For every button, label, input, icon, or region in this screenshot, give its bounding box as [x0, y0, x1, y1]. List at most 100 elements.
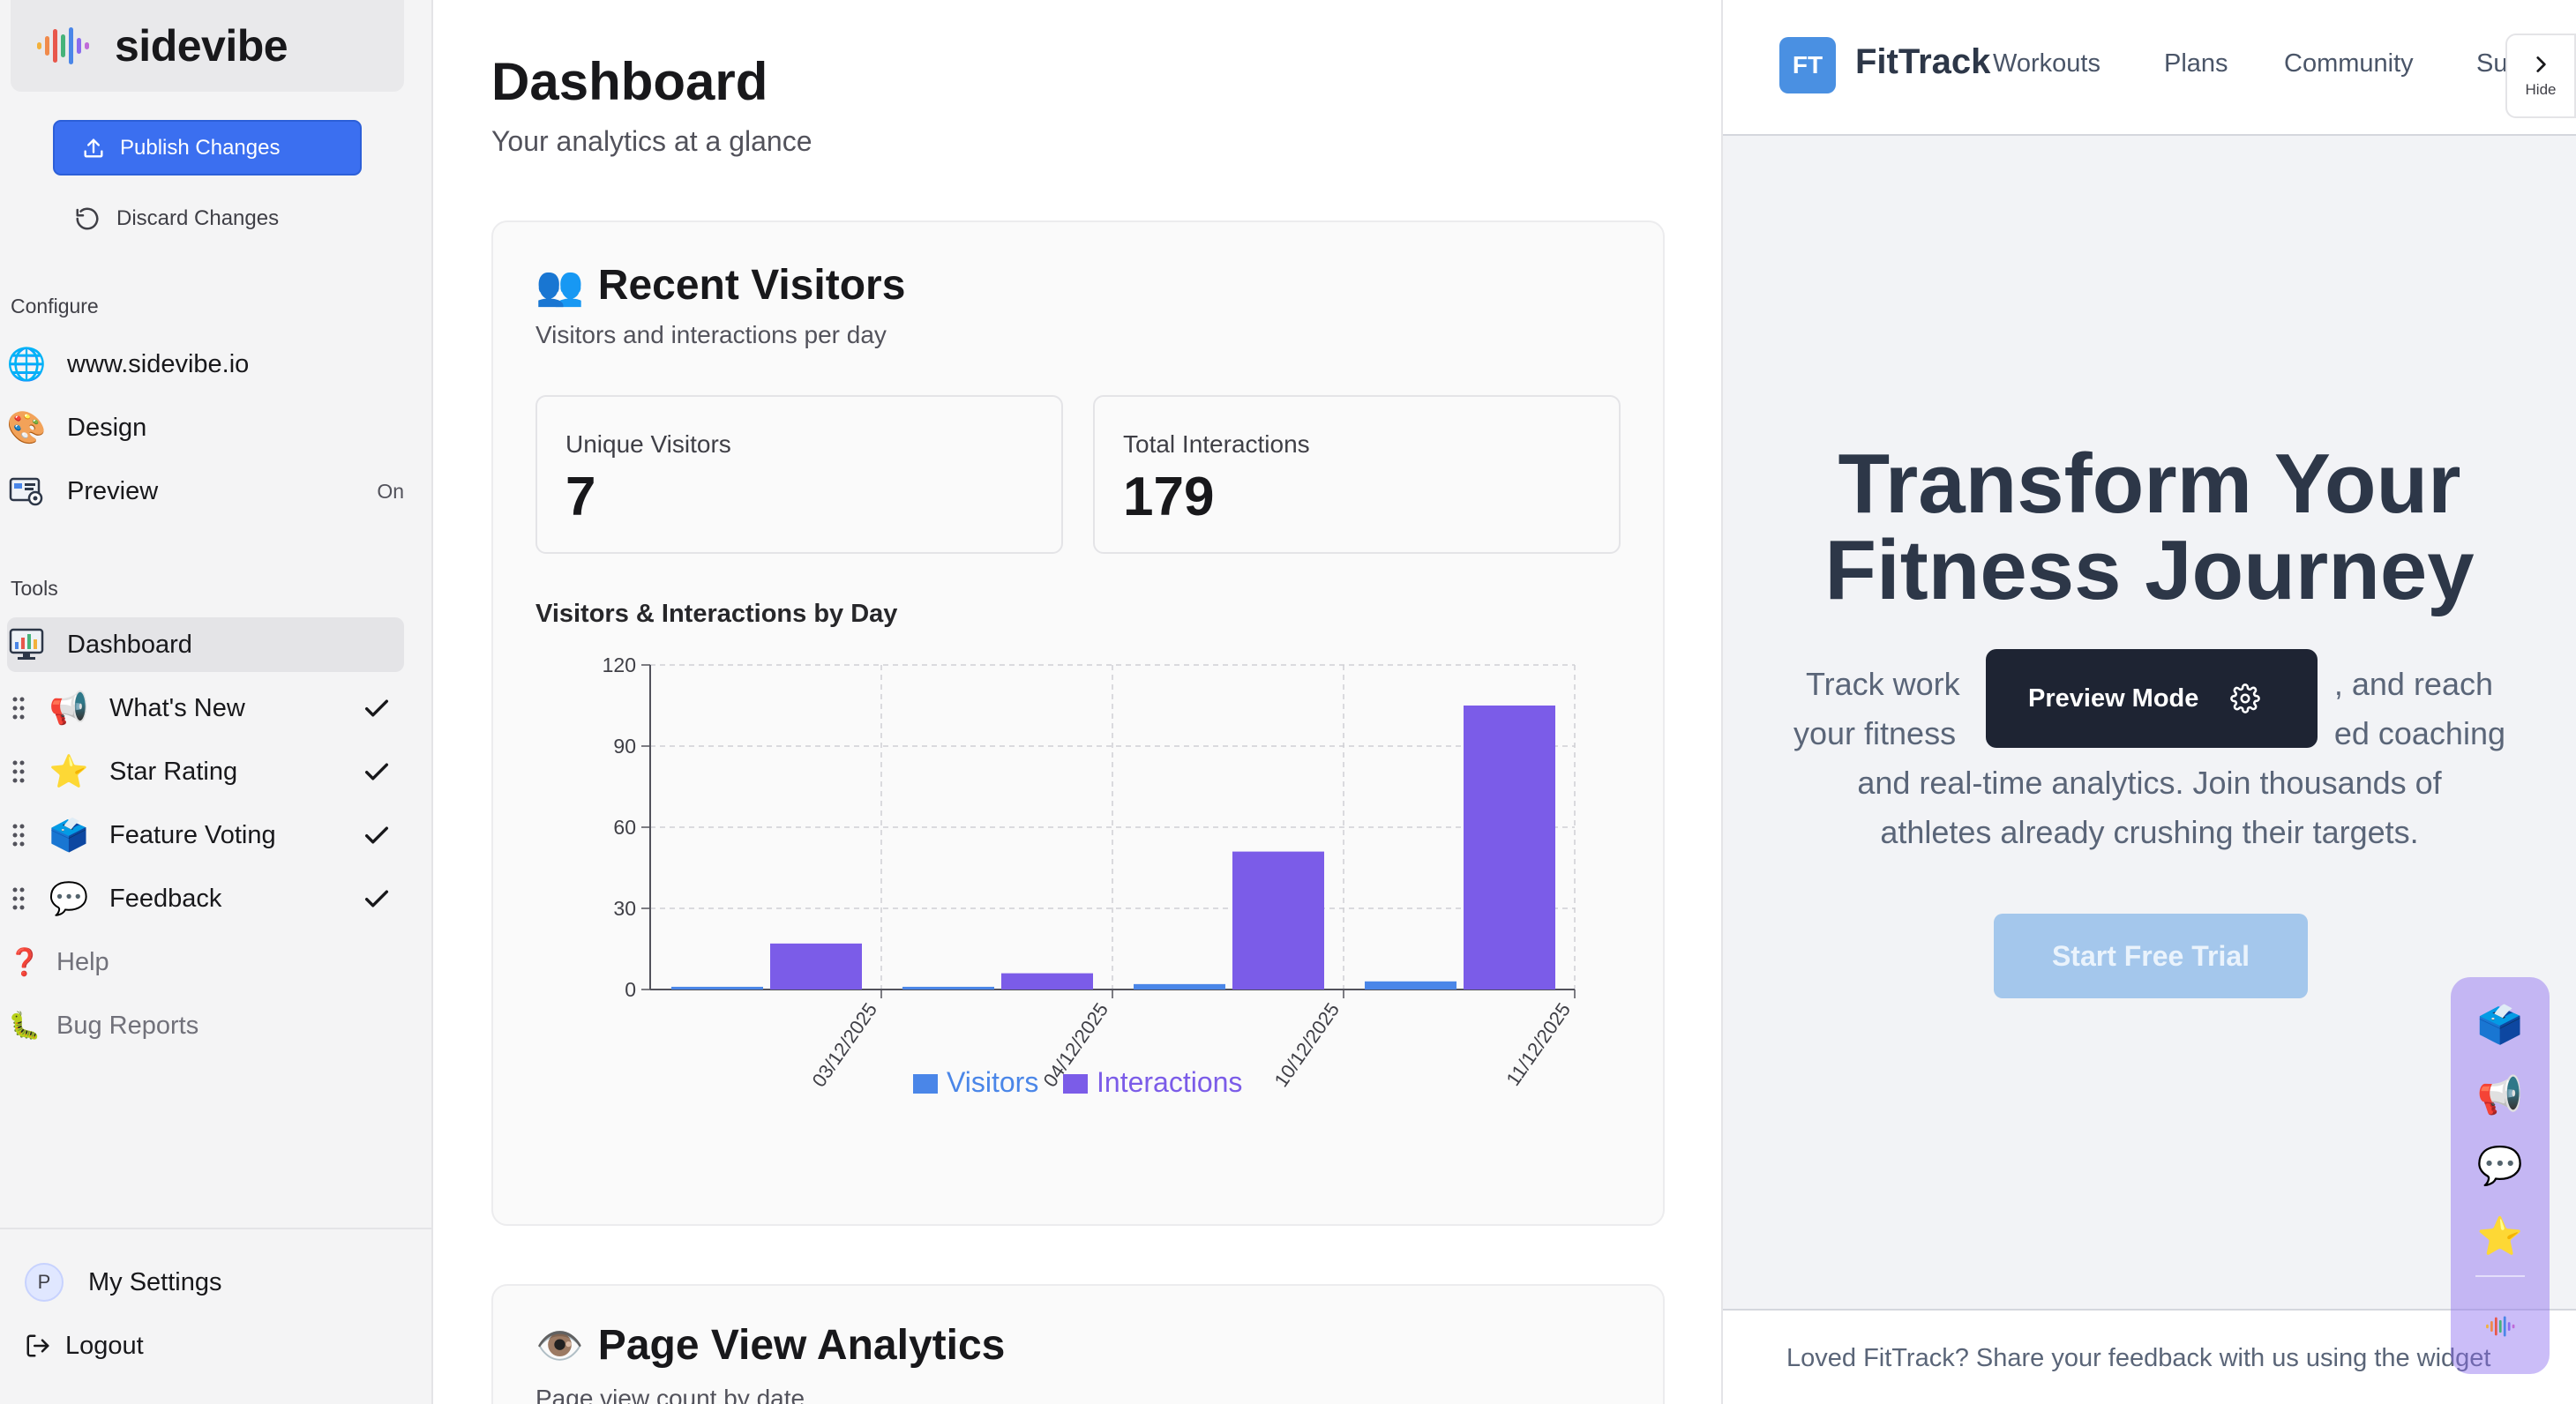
page-view-analytics-subtitle: Page view count by date — [535, 1385, 805, 1404]
hero-text-fragment: ed coaching — [2333, 715, 2505, 751]
y-tick-label: 90 — [613, 735, 636, 758]
sidebar-item-label: Help — [56, 947, 109, 976]
site-nav-community[interactable]: Community — [2284, 49, 2414, 78]
hero-text-fragment: Track work — [1806, 666, 1960, 702]
publish-changes-button[interactable]: Publish Changes — [53, 120, 362, 176]
bar-interactions — [770, 943, 862, 990]
hero-title-line: Transform Your — [1838, 437, 2461, 531]
sidebar-item-star-rating[interactable]: ⭐ Star Rating — [7, 744, 404, 799]
sidebar-item-label: Design — [67, 413, 147, 442]
page-title: Dashboard — [491, 52, 768, 111]
sidebar-item-whats-new[interactable]: 📢 What's New — [7, 681, 404, 736]
dashboard-icon — [7, 625, 46, 664]
bar-visitors — [671, 986, 763, 990]
sidebar-item-feedback[interactable]: 💬 Feedback — [7, 871, 404, 926]
people-icon: 👥 — [535, 264, 584, 308]
legend-swatch — [913, 1074, 938, 1094]
discard-changes-button[interactable]: Discard Changes — [74, 201, 279, 236]
site-nav-plans[interactable]: Plans — [2164, 49, 2228, 78]
undo-icon — [76, 207, 99, 230]
stat-value: 7 — [565, 467, 596, 527]
bar-visitors — [1365, 981, 1456, 990]
fittrack-brand-name[interactable]: FitTrack — [1855, 42, 1991, 81]
hero-title-line: Fitness Journey — [1824, 523, 2475, 617]
sidebar-item-design[interactable]: 🎨 Design — [7, 400, 404, 455]
drag-handle-icon[interactable] — [7, 760, 30, 783]
sidebar-item-label: What's New — [109, 693, 245, 722]
sidebar-item-label: Feedback — [109, 884, 222, 913]
hero-text-line: Track work , and reach — [1793, 660, 2505, 709]
y-tick-label: 0 — [625, 978, 636, 1001]
total-interactions-stat: Total Interactions 179 — [1093, 395, 1621, 554]
hero-text-line: athletes already crushing their targets. — [1880, 814, 2419, 850]
checkmark-icon — [364, 699, 389, 717]
logout-link[interactable]: Logout — [25, 1318, 395, 1373]
brand[interactable]: sidevibe — [11, 0, 404, 92]
preview-icon — [7, 472, 46, 511]
site-navbar: FT FitTrack Workouts Plans Community Su … — [1723, 0, 2576, 136]
avatar: P — [25, 1263, 64, 1302]
preview-mode-badge[interactable]: Preview Mode — [1986, 649, 2318, 748]
logout-label: Logout — [65, 1331, 144, 1360]
sidebar-item-label: Star Rating — [109, 757, 238, 786]
sidevibe-logo-icon — [37, 27, 89, 64]
y-tick-label: 30 — [613, 897, 636, 920]
preview-mode-label: Preview Mode — [2028, 683, 2199, 713]
site-footer: Loved FitTrack? Share your feedback with… — [1723, 1309, 2576, 1404]
hide-preview-button[interactable]: Hide — [2505, 34, 2576, 118]
start-free-trial-button[interactable]: Start Free Trial — [1994, 914, 2308, 998]
star-icon[interactable]: ⭐ — [2476, 1214, 2524, 1257]
speech-bubble-icon[interactable]: 💬 — [2476, 1144, 2524, 1186]
hero-title: Transform Your Fitness Journey — [1723, 441, 2576, 614]
configure-section-label: Configure — [11, 295, 99, 317]
checkmark-icon — [364, 890, 389, 907]
bug-icon: 🐛 — [8, 1011, 41, 1041]
my-settings-link[interactable]: P My Settings — [25, 1255, 395, 1310]
hero-description: Track work , and reach your fitness ed c… — [1793, 660, 2505, 857]
bar-interactions — [1001, 973, 1093, 990]
sidebar-item-preview[interactable]: Preview On — [7, 464, 404, 519]
legend-label: Visitors — [947, 1066, 1038, 1095]
hero-text-fragment: , and reach — [2333, 666, 2493, 702]
stat-label: Unique Visitors — [565, 430, 731, 458]
megaphone-icon[interactable]: 📢 — [2476, 1073, 2524, 1116]
question-icon: ❓ — [8, 947, 41, 977]
drag-handle-icon[interactable] — [7, 887, 30, 910]
feedback-widget-launcher: 🗳️ 📢 💬 ⭐ — [2451, 977, 2550, 1374]
fittrack-logo-badge[interactable]: FT — [1779, 37, 1836, 93]
sidebar-item-help[interactable]: ❓ Help — [7, 935, 404, 990]
unique-visitors-stat: Unique Visitors 7 — [535, 395, 1063, 554]
page-view-analytics-title: 👁️ Page View Analytics — [535, 1321, 1005, 1370]
megaphone-icon: 📢 — [49, 690, 89, 726]
sidebar-item-bug-reports[interactable]: 🐛 Bug Reports — [7, 998, 404, 1053]
globe-icon: 🌐 — [6, 346, 47, 382]
sidebar-item-website[interactable]: 🌐 www.sidevibe.io — [7, 337, 404, 392]
site-footer-text: Loved FitTrack? Share your feedback with… — [1786, 1344, 2491, 1372]
bar-interactions — [1464, 706, 1555, 990]
sidebar-footer-divider — [0, 1228, 431, 1229]
sidebar-item-dashboard[interactable]: Dashboard — [7, 617, 404, 672]
x-tick-label: 11/12/2025 — [1501, 999, 1575, 1090]
bar-visitors — [902, 986, 994, 990]
recent-visitors-title-text: Recent Visitors — [597, 262, 906, 309]
site-nav-truncated[interactable]: Su — [2476, 49, 2508, 78]
sidebar-item-feature-voting[interactable]: 🗳️ Feature Voting — [7, 808, 404, 863]
sidebar-item-label: www.sidevibe.io — [67, 349, 250, 378]
eye-icon: 👁️ — [535, 1324, 584, 1368]
sidevibe-logo-icon[interactable] — [2475, 1302, 2525, 1351]
site-preview-pane: FT FitTrack Workouts Plans Community Su … — [1721, 0, 2576, 1404]
ballot-box-icon[interactable]: 🗳️ — [2476, 1003, 2524, 1045]
x-tick-label: 10/12/2025 — [1269, 999, 1344, 1092]
sidebar-item-label: Feature Voting — [109, 820, 276, 849]
brand-name: sidevibe — [115, 21, 288, 71]
my-settings-label: My Settings — [88, 1267, 222, 1296]
star-icon: ⭐ — [49, 753, 89, 789]
tools-section-label: Tools — [11, 577, 58, 600]
drag-handle-icon[interactable] — [7, 824, 30, 847]
checkmark-icon — [364, 763, 389, 780]
gear-icon[interactable] — [2230, 683, 2261, 713]
drag-handle-icon[interactable] — [7, 697, 30, 720]
site-nav-workouts[interactable]: Workouts — [1993, 49, 2100, 78]
palette-icon: 🎨 — [6, 409, 47, 445]
